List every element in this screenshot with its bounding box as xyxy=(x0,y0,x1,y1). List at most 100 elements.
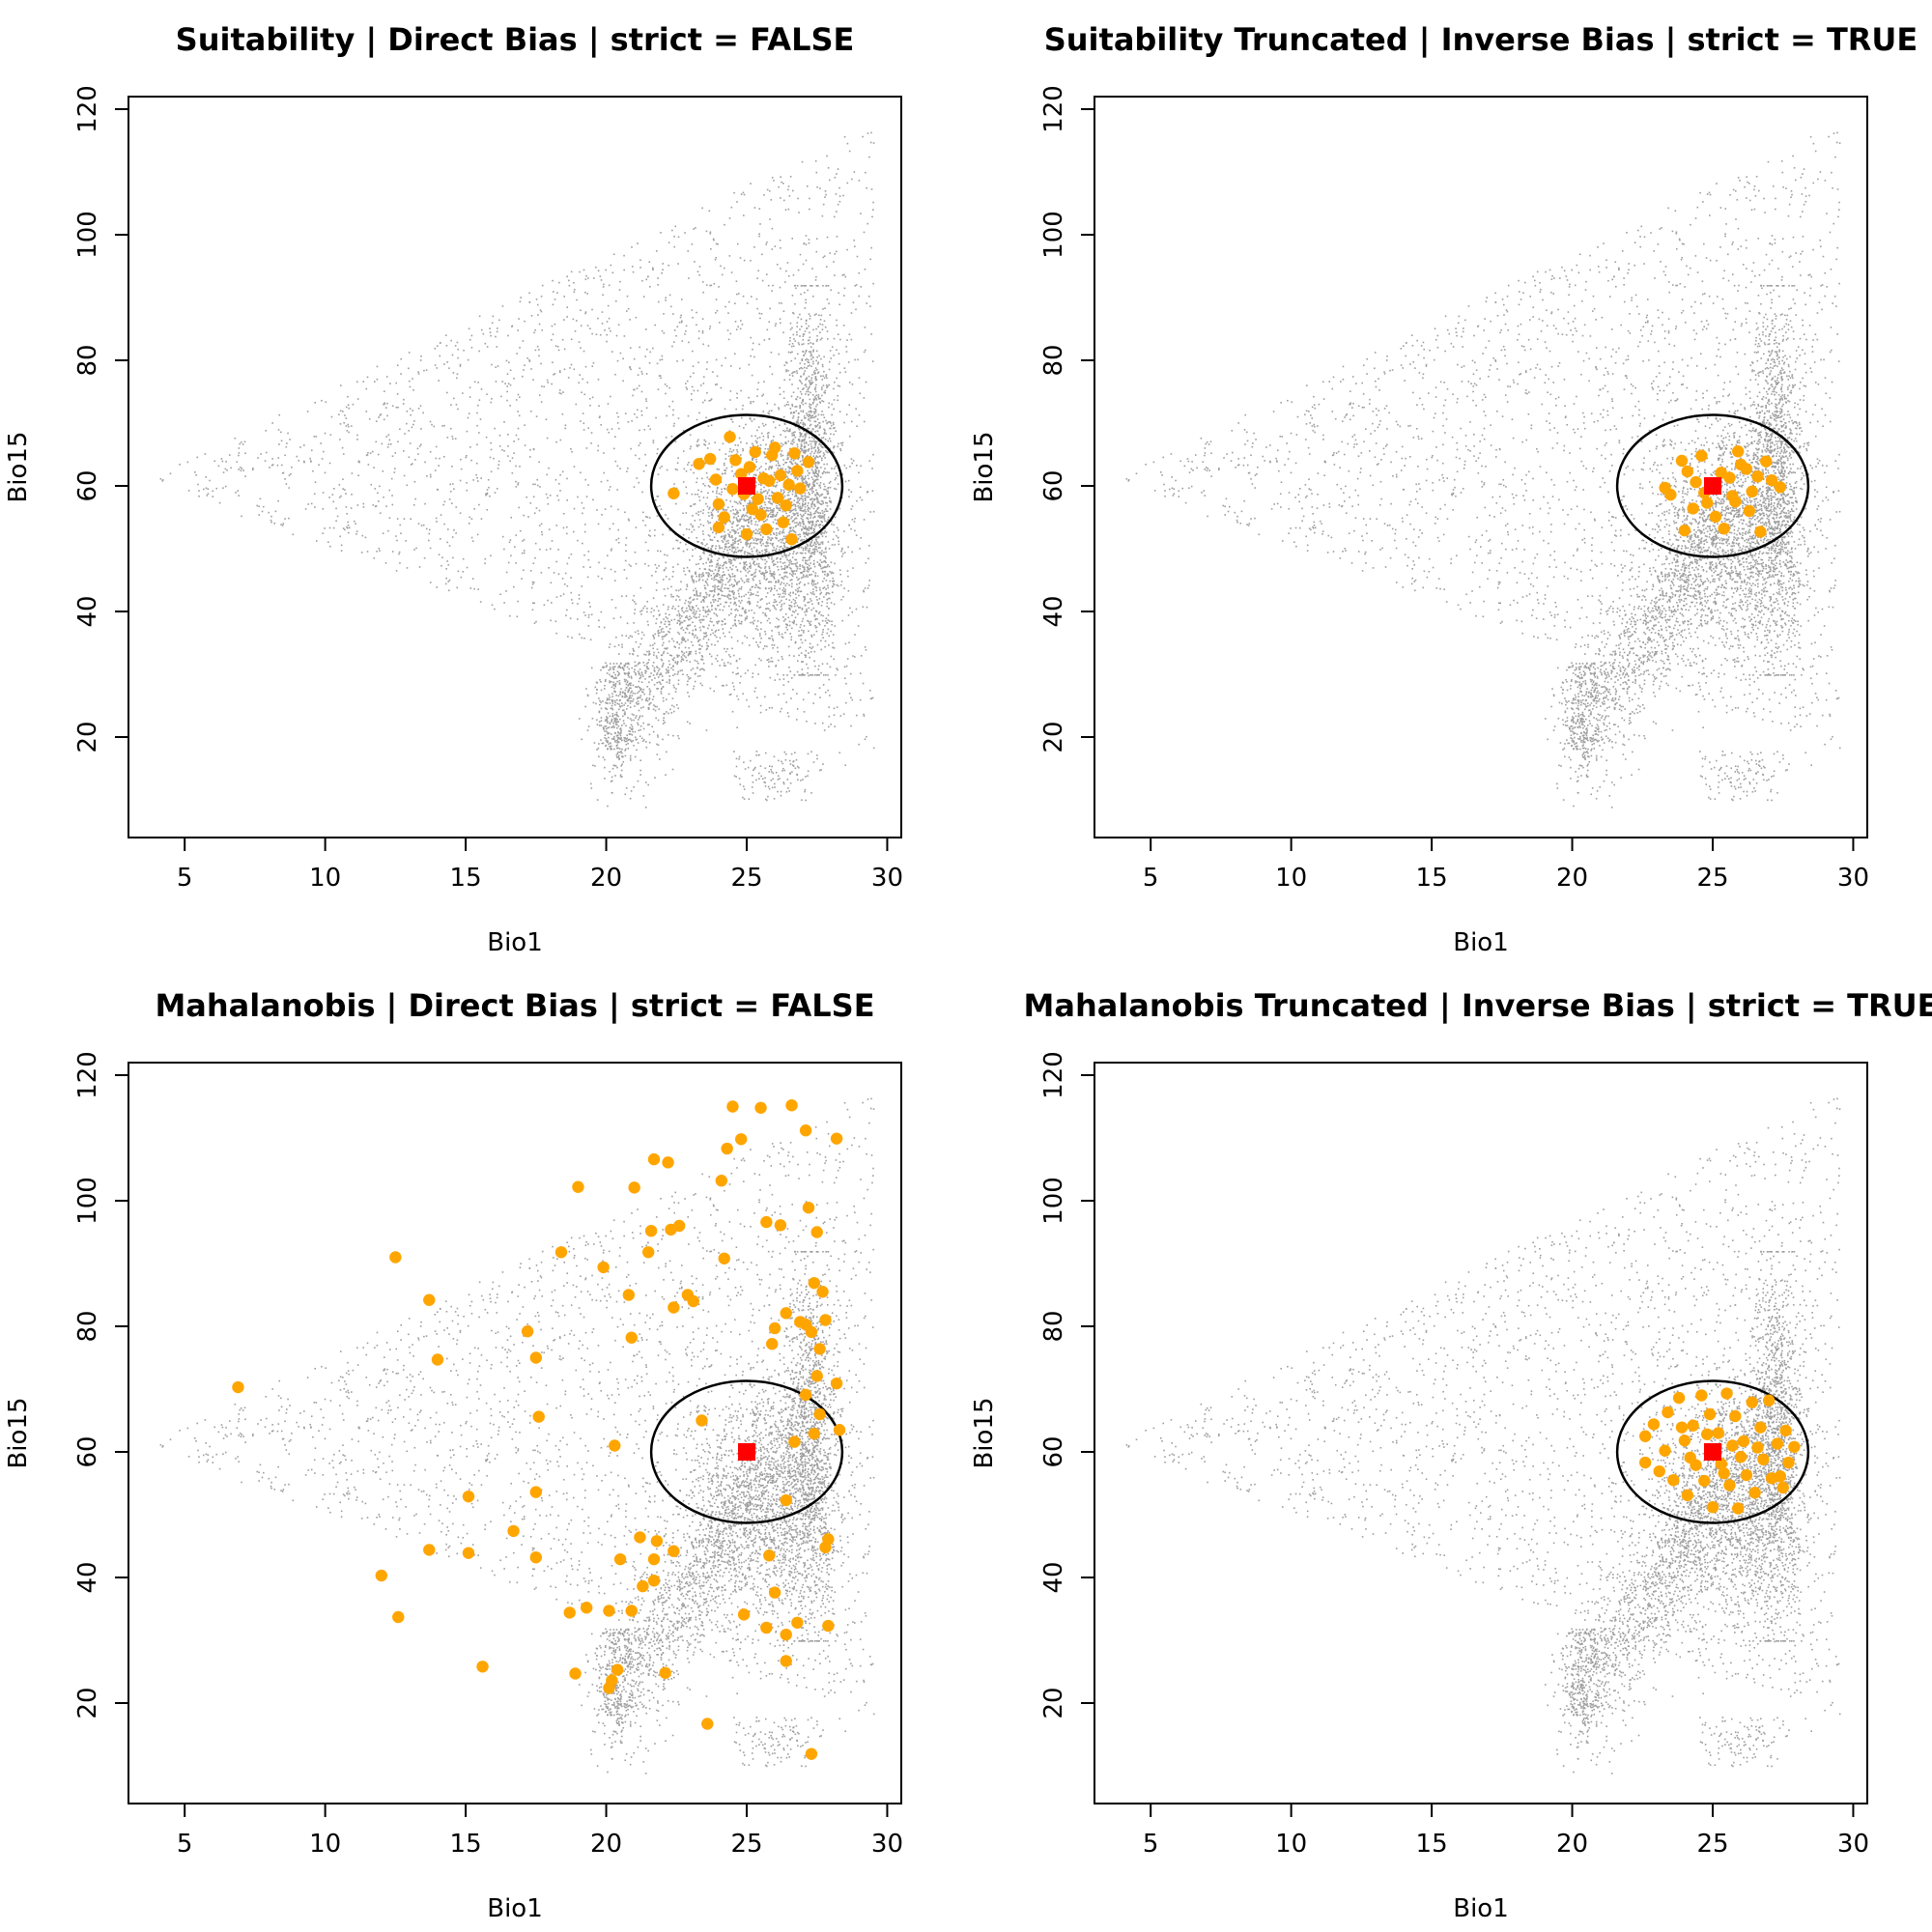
background-point xyxy=(611,767,614,770)
background-point xyxy=(663,588,666,590)
background-point xyxy=(332,526,335,529)
background-point xyxy=(681,607,684,609)
background-point xyxy=(846,142,849,145)
background-point xyxy=(717,600,720,603)
background-point xyxy=(480,477,482,479)
background-point xyxy=(597,444,600,447)
background-point xyxy=(834,544,836,546)
background-point xyxy=(422,412,424,414)
background-point xyxy=(810,567,812,570)
background-point xyxy=(810,513,812,516)
background-point xyxy=(815,238,818,240)
background-point xyxy=(796,353,799,355)
background-point xyxy=(827,451,829,454)
background-point xyxy=(517,427,520,430)
background-point xyxy=(633,357,636,360)
background-point xyxy=(807,365,810,367)
background-point xyxy=(737,326,739,327)
background-point xyxy=(783,379,785,382)
background-point xyxy=(697,615,700,618)
background-point xyxy=(800,318,803,321)
background-point xyxy=(808,427,810,430)
background-point xyxy=(834,562,836,565)
background-point xyxy=(847,479,850,482)
background-point xyxy=(753,355,755,358)
background-point xyxy=(801,440,803,443)
background-point xyxy=(566,499,568,501)
background-point xyxy=(654,709,657,712)
background-point xyxy=(161,479,164,481)
background-point xyxy=(791,489,794,492)
background-point xyxy=(795,623,798,626)
background-point xyxy=(808,521,810,524)
background-point xyxy=(702,638,705,640)
background-point xyxy=(561,338,564,341)
background-point xyxy=(789,428,791,431)
background-point xyxy=(658,565,660,567)
background-point xyxy=(657,448,659,450)
background-point xyxy=(733,591,735,594)
background-point xyxy=(480,328,483,331)
background-point xyxy=(348,526,351,529)
background-point xyxy=(656,505,659,508)
background-point xyxy=(813,580,815,582)
background-point xyxy=(697,562,699,565)
background-point xyxy=(814,469,817,470)
background-point xyxy=(263,505,265,508)
background-point xyxy=(428,532,431,535)
background-point xyxy=(816,362,819,365)
background-point xyxy=(615,711,618,714)
background-point xyxy=(442,503,445,506)
background-point xyxy=(748,565,751,568)
background-point xyxy=(693,589,695,592)
background-point xyxy=(212,496,214,497)
background-point xyxy=(691,392,693,395)
background-point xyxy=(830,289,832,292)
background-point xyxy=(351,494,353,496)
background-point xyxy=(810,526,813,527)
background-point xyxy=(782,582,785,584)
background-point xyxy=(657,496,660,497)
background-point xyxy=(816,501,819,504)
background-point xyxy=(666,647,668,650)
background-point xyxy=(584,705,586,708)
background-point xyxy=(582,350,585,353)
background-point xyxy=(701,329,704,332)
background-point xyxy=(664,713,666,715)
background-point xyxy=(519,466,521,468)
background-point xyxy=(818,674,820,676)
background-point xyxy=(655,498,657,501)
background-point xyxy=(615,539,617,541)
background-point xyxy=(659,375,662,377)
background-point xyxy=(795,570,798,572)
background-point xyxy=(617,415,619,418)
background-point xyxy=(348,531,350,534)
background-point xyxy=(648,693,651,696)
background-point xyxy=(395,406,398,409)
background-point xyxy=(652,661,655,664)
background-point xyxy=(610,707,612,710)
background-point xyxy=(827,440,829,442)
background-point xyxy=(685,640,687,642)
background-point xyxy=(374,488,377,490)
background-point xyxy=(810,365,812,368)
background-point xyxy=(547,502,550,505)
background-point xyxy=(478,503,480,506)
background-point xyxy=(562,526,565,529)
background-point xyxy=(782,390,785,393)
background-point xyxy=(790,468,792,469)
background-point xyxy=(817,602,820,604)
background-point xyxy=(776,545,779,548)
background-point xyxy=(814,585,816,588)
background-point xyxy=(612,617,615,620)
background-point xyxy=(580,347,582,349)
background-point xyxy=(721,491,724,494)
background-point xyxy=(670,593,672,596)
background-point xyxy=(676,614,678,616)
background-point xyxy=(695,227,696,229)
background-point xyxy=(842,713,845,715)
background-point xyxy=(784,436,787,439)
background-point xyxy=(647,783,649,786)
background-point xyxy=(270,515,272,518)
